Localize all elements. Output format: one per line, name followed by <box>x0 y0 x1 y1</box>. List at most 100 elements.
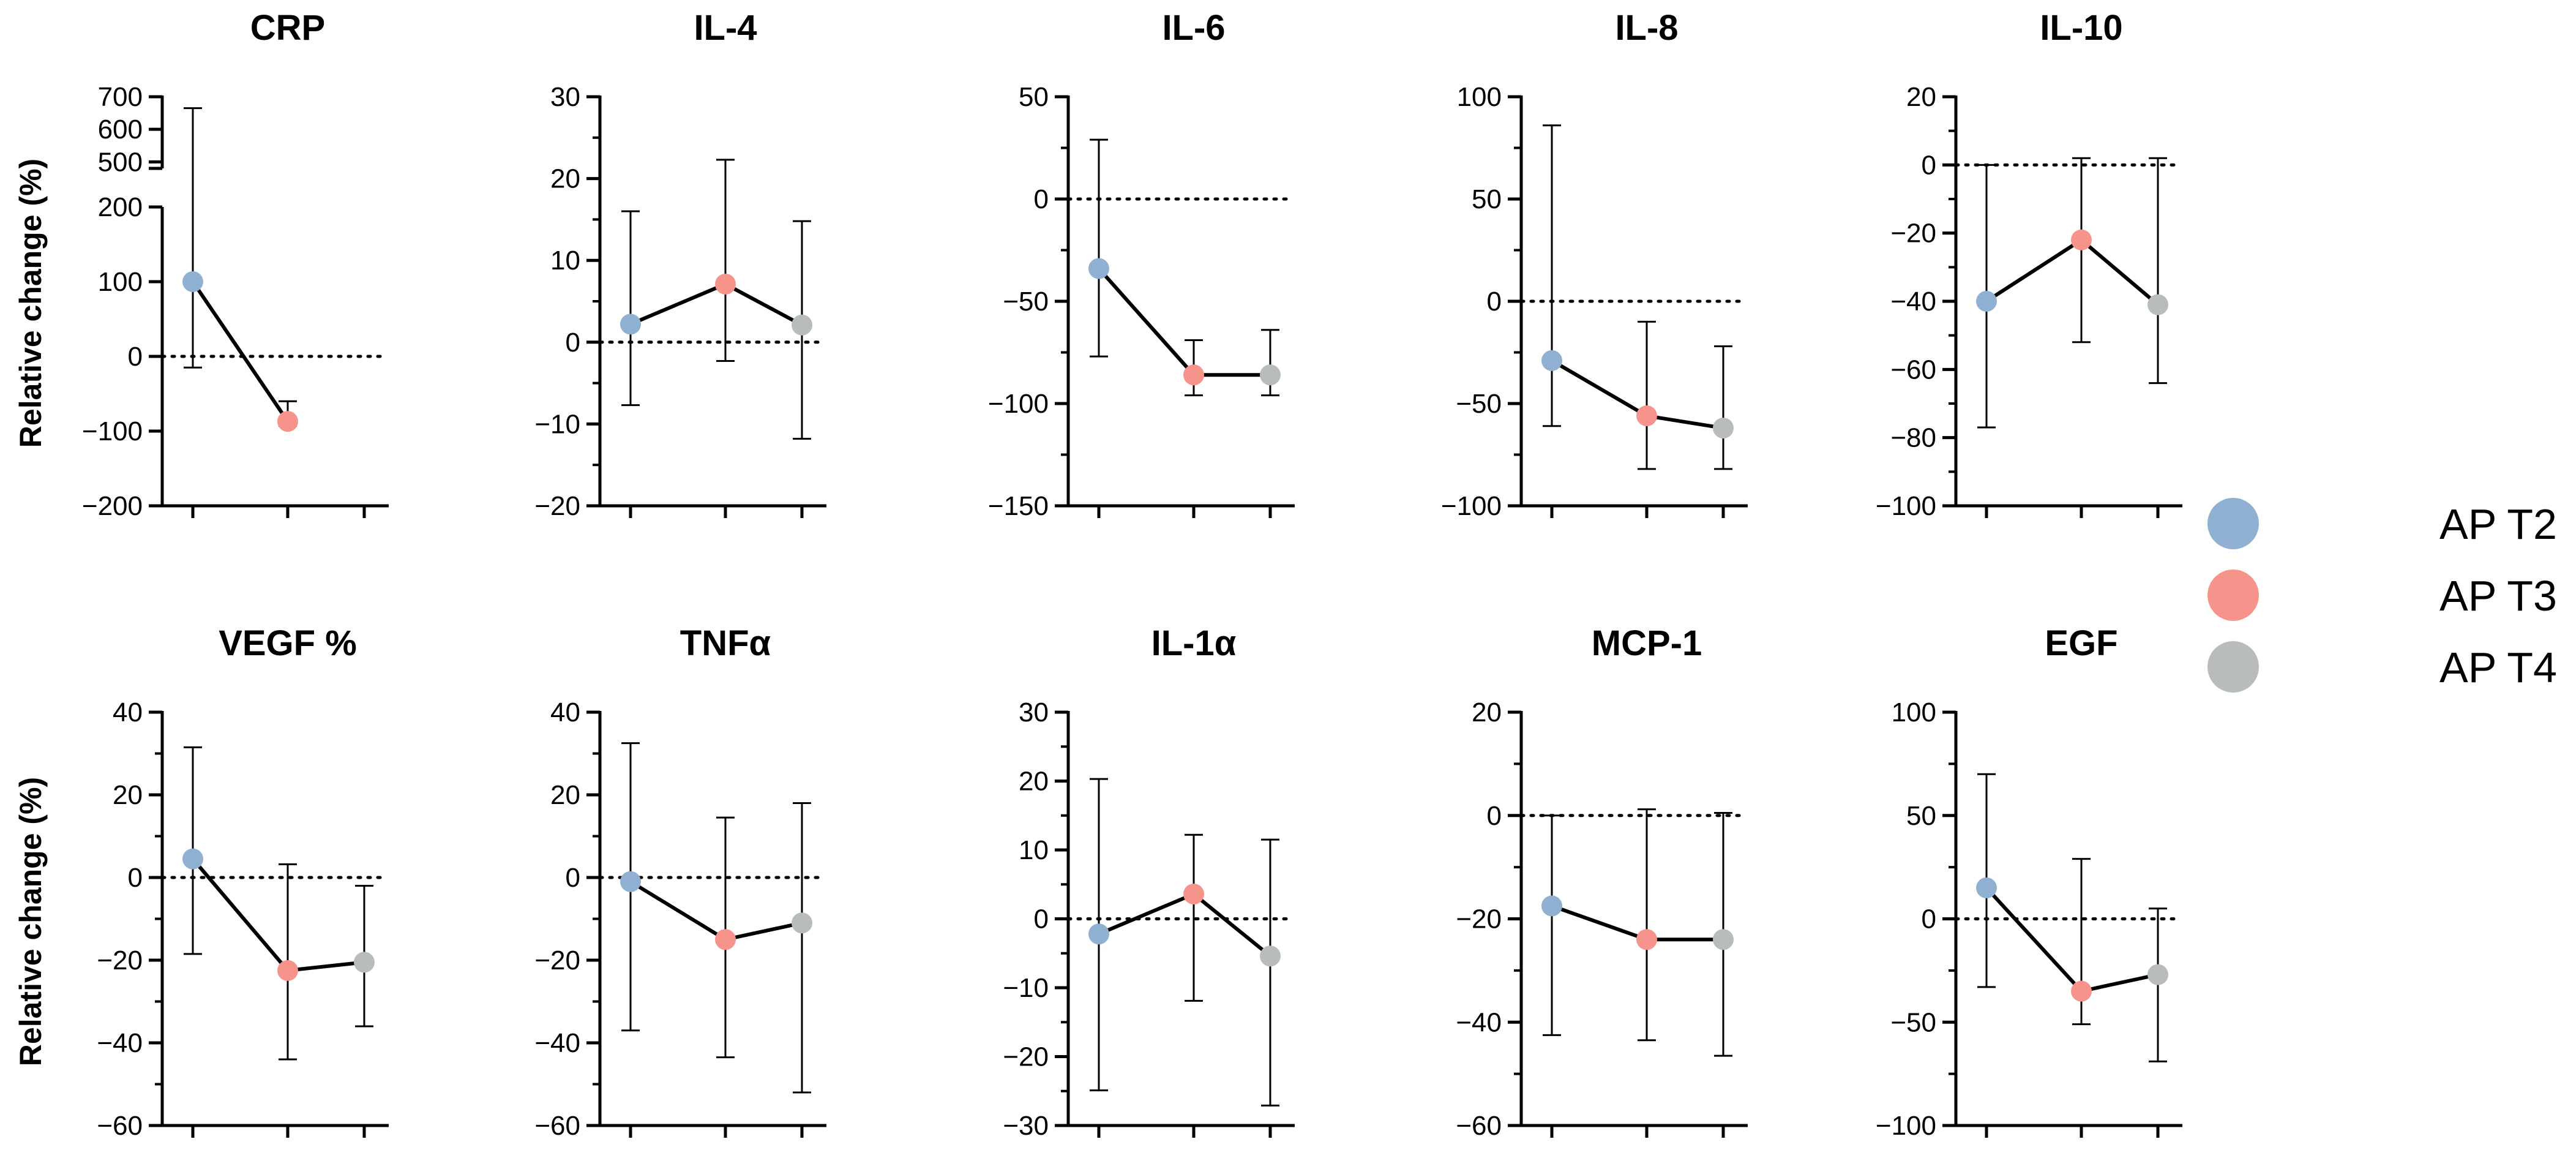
data-point-ap-t2 <box>1541 350 1562 371</box>
y-tick-label: 0 <box>566 863 580 893</box>
y-tick-label: 700 <box>98 82 143 112</box>
data-point-ap-t2 <box>1088 258 1109 279</box>
y-tick-label: −80 <box>1890 423 1936 453</box>
y-tick-label: −60 <box>534 1111 580 1141</box>
legend-label-ap-t2: AP T2 <box>2439 500 2557 548</box>
panel-title: VEGF % <box>219 623 357 663</box>
y-tick-label: −50 <box>1890 1007 1936 1037</box>
panel-tnf-: −60 −40 −20 0 20 40 TNFα <box>534 623 826 1141</box>
mean-line <box>1097 267 1270 377</box>
y-tick-label: −40 <box>1890 287 1936 317</box>
y-tick-label: −40 <box>534 1028 580 1058</box>
y-tick-label: 100 <box>1892 697 1936 727</box>
data-point-ap-t4 <box>1713 418 1734 439</box>
panel-egf: −100 −50 0 50 100 EGF <box>1876 623 2182 1141</box>
y-tick-label: 100 <box>98 267 143 297</box>
y-tick-label: −50 <box>1456 389 1502 419</box>
data-point-ap-t4 <box>792 912 812 934</box>
y-tick-label: −50 <box>1003 287 1049 317</box>
data-point-ap-t4 <box>354 952 375 973</box>
legend-marker-ap-t4 <box>2207 641 2259 693</box>
panel-title: MCP-1 <box>1592 623 1702 663</box>
data-point-ap-t3 <box>2071 229 2092 250</box>
y-tick-label: −150 <box>988 491 1049 521</box>
y-tick-label: −20 <box>1456 904 1502 934</box>
data-point-ap-t4 <box>2147 294 2168 315</box>
panel-title: IL-1α <box>1151 623 1237 663</box>
data-point-ap-t2 <box>620 314 641 335</box>
panel-il-6: −150 −100 −50 0 50 IL-6 <box>988 8 1295 521</box>
data-point-ap-t2 <box>1976 291 1997 312</box>
y-tick-label: −20 <box>1890 219 1936 249</box>
y-tick-label: −20 <box>1003 1042 1049 1072</box>
y-tick-label: 20 <box>550 780 580 810</box>
data-point-ap-t3 <box>2071 980 2092 1002</box>
y-tick-label: −60 <box>97 1111 143 1141</box>
mean-line <box>629 282 803 327</box>
panel-title: IL-4 <box>694 8 757 48</box>
y-tick-label: 200 <box>98 192 143 222</box>
data-point-ap-t2 <box>182 271 203 292</box>
data-point-ap-t2 <box>1976 877 1997 898</box>
y-tick-label: −20 <box>97 945 143 975</box>
y-tick-label: 50 <box>1472 184 1502 214</box>
y-tick-label: 100 <box>1457 82 1502 112</box>
y-tick-label: 20 <box>550 164 580 194</box>
data-point-ap-t3 <box>715 273 736 295</box>
data-point-ap-t3 <box>1636 929 1657 950</box>
y-tick-label: −60 <box>1456 1111 1502 1141</box>
data-point-ap-t3 <box>1183 364 1204 386</box>
panel-il-10: −100 −80 −60 −40 −20 0 20 IL-10 <box>1876 8 2182 521</box>
y-tick-label: −40 <box>1456 1007 1502 1037</box>
panel-mcp-1: −60 −40 −20 0 20 MCP-1 <box>1456 623 1748 1141</box>
data-point-ap-t3 <box>277 960 298 981</box>
y-tick-label: 600 <box>98 115 143 145</box>
y-tick-label: 50 <box>1906 801 1936 831</box>
data-point-ap-t2 <box>1088 923 1109 945</box>
y-tick-label: 40 <box>113 697 143 727</box>
y-tick-label: 40 <box>550 697 580 727</box>
data-point-ap-t3 <box>1636 405 1657 427</box>
y-tick-label: 0 <box>1034 184 1049 214</box>
y-axis-label-row-2: Relative change (%) <box>13 777 48 1066</box>
y-tick-label: −10 <box>1003 973 1049 1003</box>
data-point-ap-t3 <box>715 929 736 950</box>
y-tick-label: 0 <box>128 342 143 372</box>
y-tick-label: 20 <box>1472 697 1502 727</box>
mean-line <box>1551 904 1723 942</box>
y-tick-label: −100 <box>1876 491 1936 521</box>
panel-il-8: −100 −50 0 50 100 IL-8 <box>1441 8 1748 521</box>
data-point-ap-t2 <box>182 848 203 870</box>
panel-title: TNFα <box>680 623 771 663</box>
panel-title: EGF <box>2045 623 2117 663</box>
y-tick-label: 20 <box>1019 767 1049 797</box>
legend: AP T2 AP T3 AP T4 <box>2207 498 2557 693</box>
mean-line <box>1098 892 1271 958</box>
data-point-ap-t3 <box>277 411 298 432</box>
y-tick-label: −100 <box>988 389 1049 419</box>
y-tick-label: 0 <box>1922 150 1936 180</box>
y-tick-label: 10 <box>550 246 580 276</box>
data-point-ap-t4 <box>1713 929 1734 950</box>
y-tick-label: −20 <box>534 945 580 975</box>
mean-line <box>1985 886 2159 993</box>
panel-title: CRP <box>250 8 325 48</box>
y-tick-label: 0 <box>1034 904 1049 934</box>
y-tick-label: −100 <box>82 416 143 446</box>
y-axis-label-row-1: Relative change (%) <box>13 159 48 448</box>
data-point-ap-t3 <box>1183 884 1204 904</box>
y-tick-label: 50 <box>1019 82 1049 112</box>
y-tick-label: −200 <box>82 491 143 521</box>
legend-marker-ap-t2 <box>2207 498 2259 549</box>
y-tick-label: −10 <box>534 409 580 439</box>
data-point-ap-t4 <box>1260 364 1281 386</box>
y-tick-label: −60 <box>1890 355 1936 385</box>
y-tick-label: −100 <box>1441 491 1502 521</box>
y-tick-label: 500 <box>98 147 143 177</box>
y-tick-label: 20 <box>113 780 143 810</box>
y-tick-label: 0 <box>1487 287 1502 317</box>
mean-line <box>191 280 290 423</box>
data-point-ap-t4 <box>2147 964 2168 985</box>
